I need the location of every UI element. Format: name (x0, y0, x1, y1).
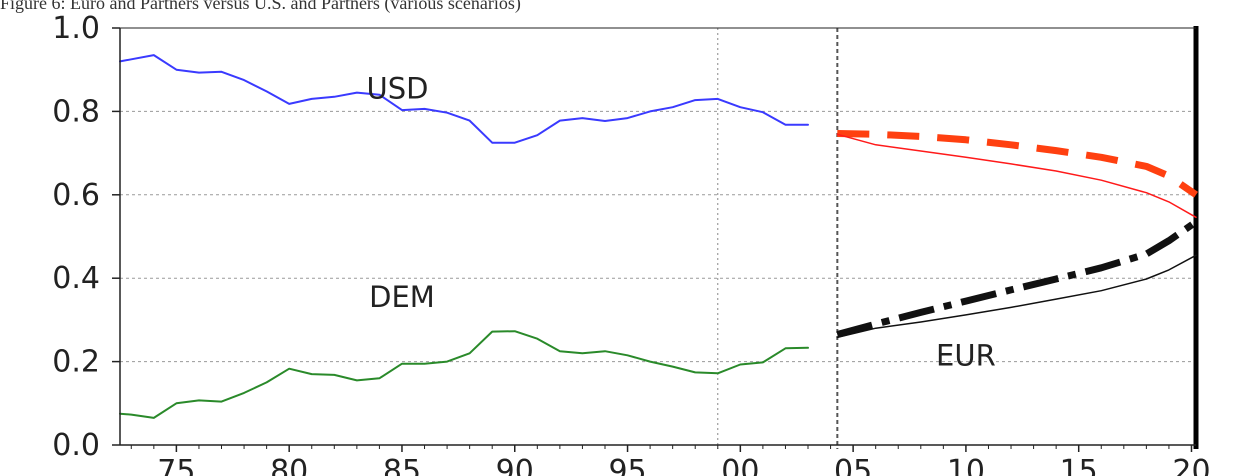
y-tick-label: 0.2 (52, 345, 100, 380)
series-annotation: USD (366, 71, 428, 105)
x-tick-label: 95 (608, 454, 646, 476)
series-line (836, 219, 1198, 338)
x-tick-label: 10 (947, 454, 985, 476)
series-line (119, 54, 809, 144)
figure-caption: Figure 6: Euro and Partners versus U.S. … (0, 0, 521, 13)
y-tick-label: 0.0 (52, 428, 100, 463)
y-tick-label: 0.6 (52, 178, 100, 213)
y-tick-label: 1.0 (52, 11, 100, 46)
series-line (119, 330, 809, 419)
series-line (836, 133, 1197, 219)
x-tick-label: 20 (1172, 454, 1210, 476)
x-tick-label: 05 (834, 454, 872, 476)
y-tick-label: 0.8 (52, 94, 100, 129)
x-tick-label: 90 (496, 454, 534, 476)
series-annotation: EUR (936, 338, 996, 372)
x-tick-label: 80 (270, 454, 308, 476)
x-tick-label: 85 (383, 454, 421, 476)
x-tick-label: 00 (721, 454, 759, 476)
y-tick-label: 0.4 (52, 261, 100, 296)
series-line (837, 130, 1198, 198)
series-annotation: DEM (369, 280, 435, 314)
series-line (836, 254, 1197, 339)
x-tick-label: 75 (157, 454, 195, 476)
x-tick-label: 15 (1060, 454, 1098, 476)
